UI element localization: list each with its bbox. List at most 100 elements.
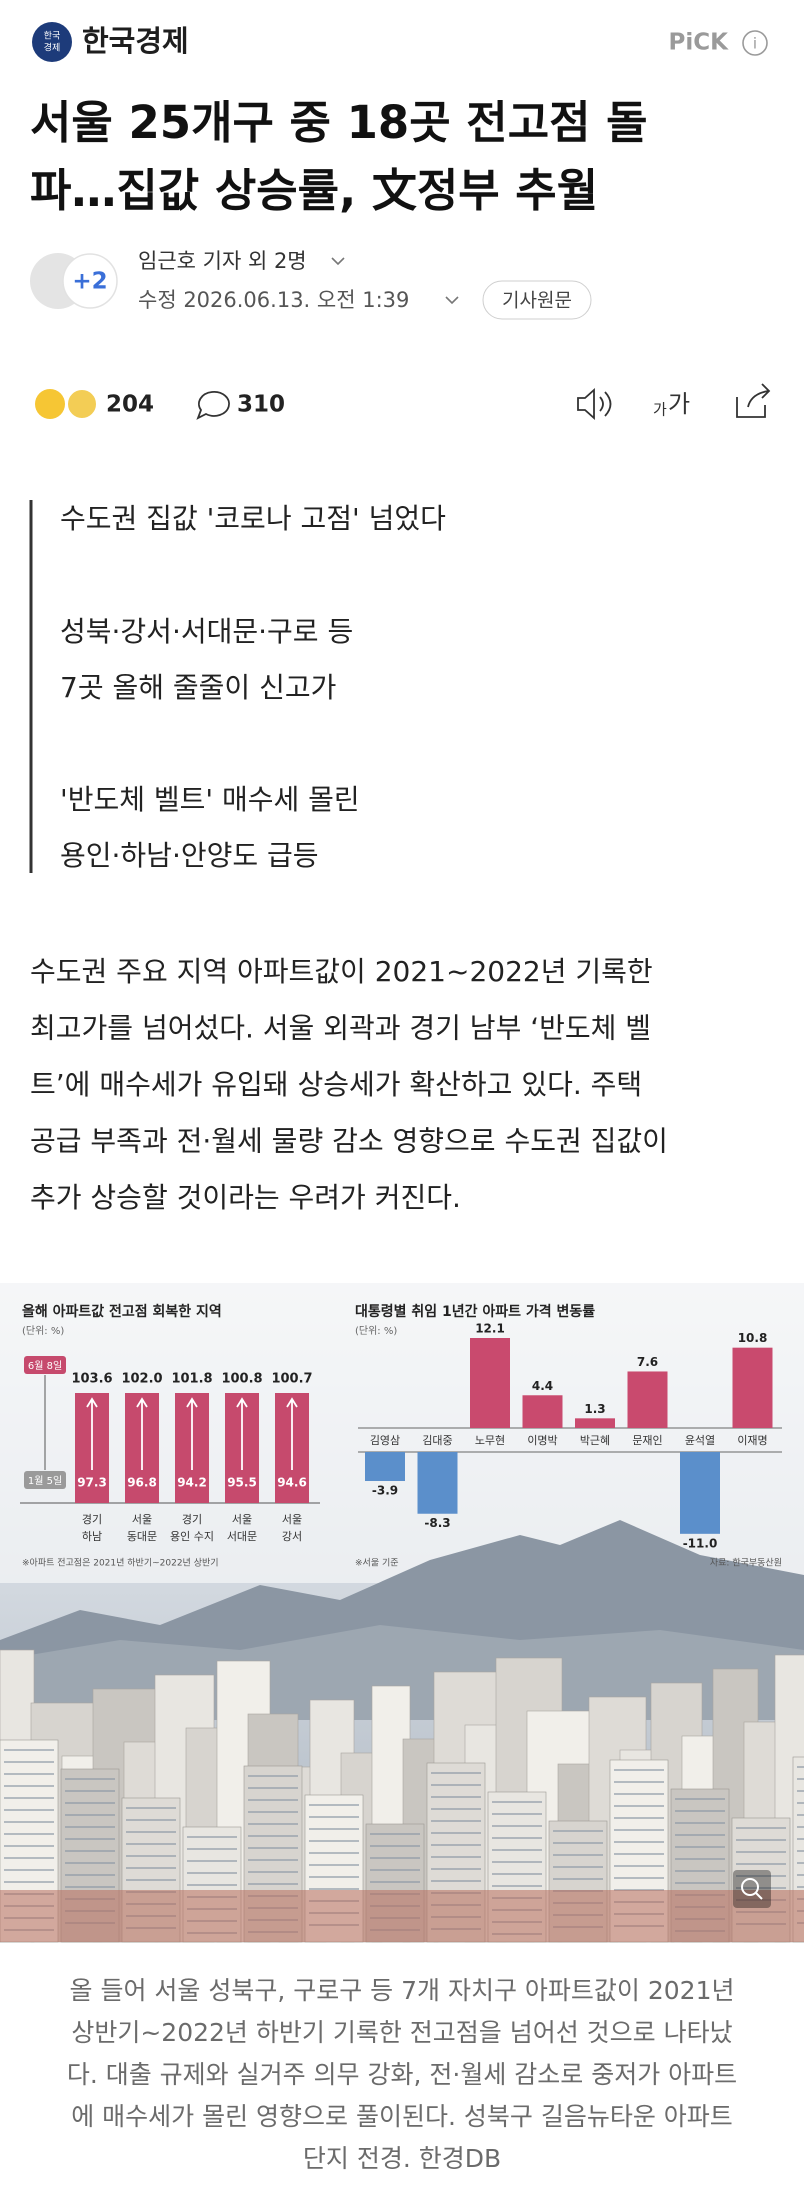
summary-line: 성북·강서·서대문·구로 등: [60, 615, 353, 648]
logo-text: 경제: [44, 42, 61, 54]
body-line: 수도권 주요 지역 아파트값이 2021~2022년 기록한: [30, 955, 653, 988]
brand[interactable]: 한국경제: [82, 24, 189, 58]
chart-presidents: 대통령별 취임 1년간 아파트 가격 변동률 (단위: %) 김영삼 -3.9 김대중 -…: [355, 1303, 782, 1569]
caption-line: 단지 전경. 한경DB: [303, 2144, 501, 2173]
rise-arrow: [86, 1397, 98, 1470]
region-label: 서울: [232, 1513, 252, 1526]
building: [792, 1756, 804, 1943]
info-button[interactable]: [742, 30, 768, 56]
like-count: 204: [106, 392, 154, 418]
comment-icon[interactable]: [196, 391, 230, 420]
city: [0, 1649, 804, 1943]
reaction-emoji[interactable]: [35, 389, 65, 419]
bar: [680, 1452, 720, 1534]
january-value: 97.3: [77, 1476, 107, 1490]
original-button[interactable]: [482, 280, 592, 320]
value-label: 4.4: [532, 1379, 553, 1393]
june-value: 100.8: [221, 1372, 262, 1387]
date-label: 1월 5일: [28, 1475, 62, 1487]
region-label: 하남: [82, 1529, 102, 1543]
region-label: 서대문: [227, 1530, 257, 1543]
summary-line: 용인·하남·안양도 급등: [60, 839, 319, 872]
bar: [417, 1452, 458, 1514]
summary-line: '반도체 벨트' 매수세 몰린: [60, 783, 360, 816]
june-value: 100.7: [271, 1372, 312, 1387]
summary-line: 수도권 집값 '코로나 고점' 넘었다: [60, 502, 446, 535]
january-value: 94.2: [177, 1476, 207, 1490]
region-label: 서울: [132, 1513, 152, 1526]
bar: [470, 1338, 510, 1428]
bar: [365, 1452, 405, 1482]
rise-arrow: [286, 1397, 298, 1470]
font-size-large[interactable]: 가: [668, 390, 690, 418]
zoom-icon: [741, 1878, 759, 1896]
reaction-emoji[interactable]: [66, 388, 98, 420]
region-label: 경기: [82, 1513, 102, 1526]
chart-note: ※서울 기준: [355, 1558, 399, 1569]
region-label: 서울: [282, 1513, 302, 1526]
chart-unit: (단위: %): [355, 1324, 397, 1337]
extra-authors: +2: [72, 269, 107, 295]
summary-line: 7곳 올해 줄줄이 신고가: [60, 671, 336, 704]
caption-line: 올 들어 서울 성북구, 구로구 등 7개 자치구 아파트값이 2021년: [70, 1976, 735, 2005]
region-label: 경기: [182, 1513, 202, 1526]
pick-label[interactable]: PiCK: [669, 30, 730, 56]
january-value: 95.5: [227, 1476, 257, 1490]
june-value: 101.8: [171, 1372, 212, 1387]
region-label: 용인 수지: [170, 1530, 214, 1543]
headline: 서울 25개구 중 18곳 전고점 돌: [30, 96, 648, 149]
body-line: 공급 부족과 전·월세 물량 감소 영향으로 수도권 집값이: [30, 1125, 668, 1158]
chart-title: 올해 아파트값 전고점 회복한 지역: [22, 1303, 222, 1320]
region-label: 강서: [282, 1530, 302, 1543]
value-label: -11.0: [683, 1536, 718, 1550]
president-label: 문재인: [632, 1434, 662, 1447]
region-label: 동대문: [127, 1530, 157, 1543]
headline: 파…집값 상승률, 文정부 추월: [30, 164, 598, 217]
logo[interactable]: [32, 22, 72, 62]
article-image[interactable]: 올해 아파트값 전고점 회복한 지역 (단위: %) 6월 8일 1월 5일 103.6…: [0, 1283, 804, 1943]
value-label: 1.3: [584, 1402, 605, 1416]
avatar-more[interactable]: [62, 253, 118, 309]
bar: [522, 1395, 563, 1428]
caption-line: 에 매수세가 몰린 영향으로 풀이된다. 성북구 길음뉴타운 아파트: [71, 2102, 733, 2131]
president-label: 김대중: [422, 1434, 452, 1447]
share-button[interactable]: [736, 383, 771, 418]
zoom-button[interactable]: [733, 1870, 771, 1908]
bar: [627, 1371, 668, 1428]
bar: [575, 1418, 615, 1428]
president-label: 김영삼: [370, 1434, 400, 1447]
rise-arrow: [136, 1397, 148, 1470]
chart-unit: (단위: %): [22, 1324, 64, 1337]
president-label: 박근혜: [580, 1434, 610, 1447]
ground: [0, 1890, 804, 1942]
caption-line: 다. 대출 규제와 실거주 의무 강화, 전·월세 감소로 중저가 아파트: [67, 2060, 737, 2089]
font-size-small[interactable]: 가: [653, 401, 667, 419]
chevron[interactable]: [445, 296, 459, 305]
date-label: 6월 8일: [28, 1360, 62, 1372]
president-label: 이명박: [527, 1434, 557, 1447]
zoom-icon: [755, 1892, 763, 1900]
chart-note: ※아파트 전고점은 2021년 하반기~2022년 상반기: [22, 1557, 219, 1569]
january-value: 96.8: [127, 1476, 157, 1490]
value-label: 7.6: [637, 1355, 658, 1369]
date-badge: [24, 1356, 66, 1374]
author[interactable]: 임근호 기자 외 2명: [138, 249, 307, 273]
chart-regions: 올해 아파트값 전고점 회복한 지역 (단위: %) 6월 8일 1월 5일 103.6…: [20, 1303, 320, 1569]
info-icon: i: [753, 35, 757, 53]
chevron[interactable]: [331, 257, 345, 266]
tts-button[interactable]: [577, 387, 612, 421]
value-label: -3.9: [372, 1484, 398, 1498]
modified-date: 수정 2026.06.13. 오전 1:39: [138, 288, 409, 312]
value-label: 10.8: [738, 1331, 768, 1345]
caption-line: 상반기~2022년 하반기 기록한 전고점을 넘어선 것으로 나타났: [71, 2018, 732, 2047]
president-label: 윤석열: [685, 1434, 715, 1447]
original-button-label: 기사원문: [502, 290, 572, 312]
comment-count: 310: [237, 392, 285, 418]
body-line: 최고가를 넘어섰다. 서울 외곽과 경기 남부 ‘반도체 벨: [30, 1012, 651, 1045]
president-label: 이재명: [737, 1434, 767, 1447]
date-badge: [24, 1471, 66, 1489]
